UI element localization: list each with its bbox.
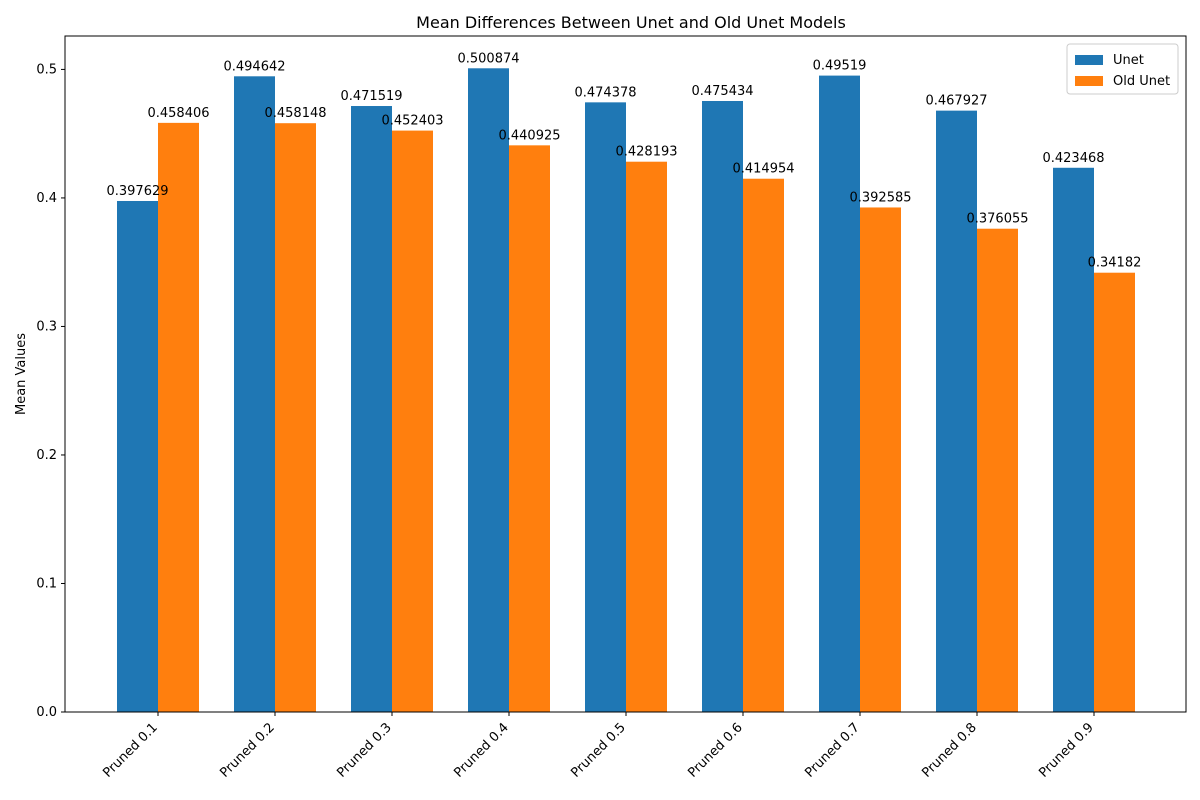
legend-label-old-unet: Old Unet [1113,74,1170,89]
bar-unet-8 [936,110,977,713]
bar-unet-5 [585,102,626,713]
data-label-unet-8: 0.467927 [925,94,987,109]
data-label-old-unet-5: 0.428193 [615,145,677,160]
data-label-unet-1: 0.397629 [106,184,168,199]
x-tick-label: Pruned 0.4 [451,720,511,780]
data-label-unet-9: 0.423468 [1042,151,1104,166]
y-tick-label: 0.4 [36,191,57,206]
x-tick-label: Pruned 0.8 [919,720,979,780]
bar-unet-6 [702,100,743,712]
bar-old-unet-2 [275,123,316,713]
bar-old-unet-4 [509,145,550,712]
y-axis-label: Mean Values [14,333,29,415]
y-tick-label: 0.2 [36,448,57,463]
bar-unet-9 [1053,167,1094,712]
x-tick-label: Pruned 0.6 [685,720,745,780]
y-tick-label: 0.0 [36,705,57,720]
y-tick-label: 0.3 [36,319,57,334]
legend-swatch-unet [1075,55,1103,65]
data-label-unet-3: 0.471519 [340,89,402,104]
x-tick-label: Pruned 0.1 [100,720,160,780]
data-label-old-unet-2: 0.458148 [264,106,326,121]
data-label-old-unet-6: 0.414954 [732,162,794,177]
bar-old-unet-3 [392,130,433,713]
x-tick-label: Pruned 0.9 [1036,720,1096,780]
x-tick-label: Pruned 0.3 [334,720,394,780]
bar-unet-3 [351,106,392,713]
bar-unet-7 [819,75,860,712]
y-tick-label: 0.5 [36,62,57,77]
data-label-old-unet-9: 0.34182 [1088,256,1142,271]
data-label-unet-4: 0.500874 [457,51,519,66]
chart-title: Mean Differences Between Unet and Old Un… [416,13,846,32]
data-label-unet-7: 0.49519 [813,59,867,74]
data-label-old-unet-3: 0.452403 [381,114,443,129]
bar-old-unet-7 [860,207,901,712]
bar-unet-1 [117,200,158,712]
bar-old-unet-6 [743,178,784,712]
bar-unet-2 [234,76,275,712]
bars-group [117,68,1135,713]
bar-unet-4 [468,68,509,713]
x-tick-label: Pruned 0.5 [568,720,628,780]
legend-swatch-old-unet [1075,76,1103,86]
data-label-old-unet-1: 0.458406 [147,106,209,121]
data-label-old-unet-4: 0.440925 [498,128,560,143]
y-tick-label: 0.1 [36,576,57,591]
bar-old-unet-9 [1094,272,1135,712]
data-label-old-unet-7: 0.392585 [849,190,911,205]
data-label-unet-6: 0.475434 [691,84,753,99]
data-label-old-unet-8: 0.376055 [966,212,1028,227]
data-labels-group: 0.397629 0.494642 0.471519 0.500874 0.474378… [106,51,1141,270]
x-tick-label: Pruned 0.2 [217,720,277,780]
legend-label-unet: Unet [1113,53,1144,68]
legend: Unet Old Unet [1066,43,1179,95]
bar-old-unet-1 [158,122,199,712]
bar-old-unet-5 [626,161,667,712]
data-label-unet-2: 0.494642 [223,59,285,74]
x-tick-label: Pruned 0.7 [802,720,862,780]
bar-old-unet-8 [977,228,1018,712]
data-label-unet-5: 0.474378 [574,85,636,100]
